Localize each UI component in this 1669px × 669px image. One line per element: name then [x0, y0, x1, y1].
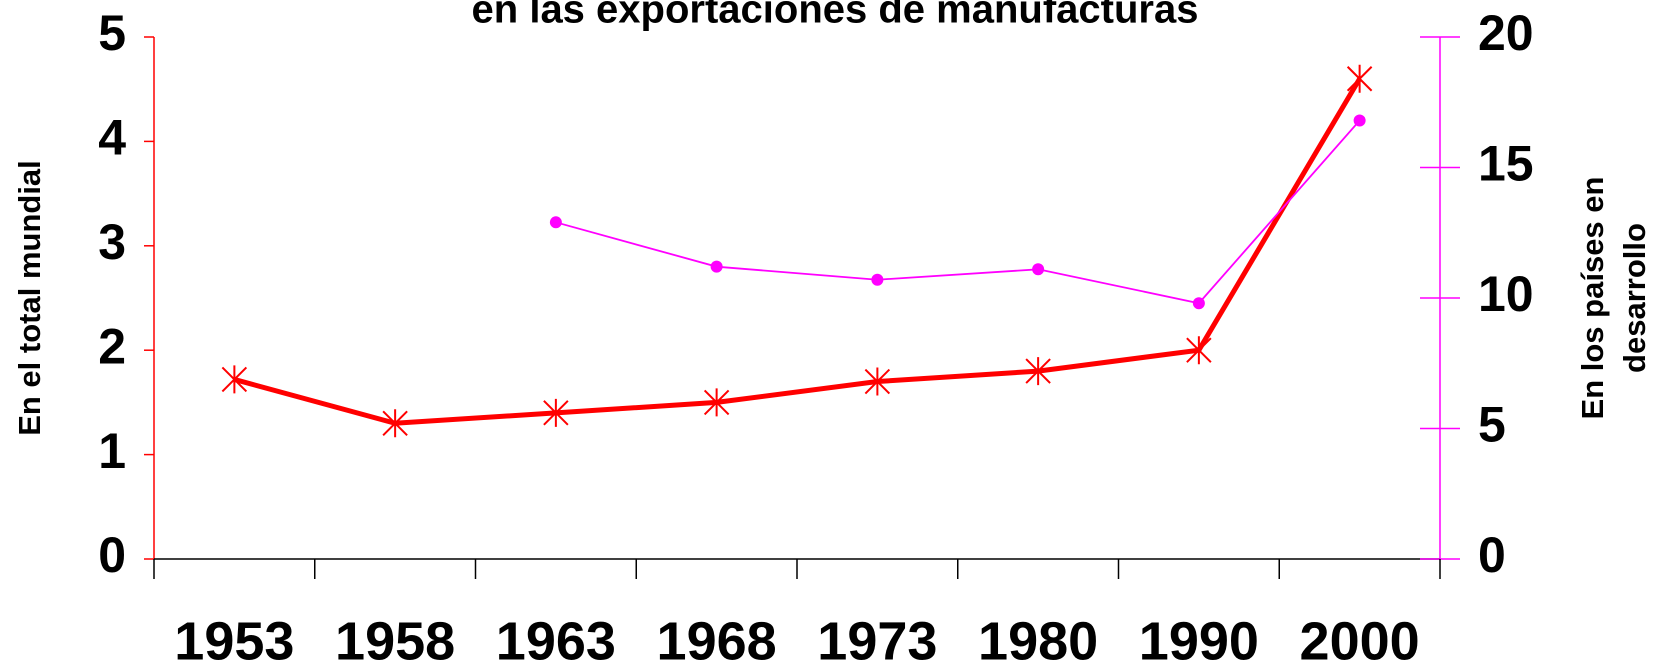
y-tick-label: 1 — [98, 423, 126, 479]
series-line — [555, 119, 1361, 305]
marker — [1192, 297, 1205, 310]
y2-axis-title: En los países en — [1575, 177, 1610, 420]
marker — [703, 388, 730, 417]
y-axis-title: En el total mundial — [12, 160, 47, 436]
y-tick-label: 5 — [98, 5, 126, 61]
y-tick-label: 2 — [98, 318, 126, 374]
y-tick-label: 4 — [98, 110, 126, 166]
marker — [543, 398, 569, 427]
marker — [864, 367, 891, 396]
x-tick-label: 2000 — [1300, 611, 1420, 669]
marker — [1025, 357, 1051, 386]
x-tick-label: 1963 — [496, 611, 616, 669]
marker — [1346, 64, 1373, 93]
y2-tick-label: 15 — [1478, 136, 1534, 192]
y2-tick-label: 5 — [1478, 397, 1506, 453]
marker — [221, 365, 248, 394]
y2-tick-label: 20 — [1478, 5, 1534, 61]
x-tick-label: 1973 — [817, 611, 937, 669]
x-tick-label: 1990 — [1139, 611, 1259, 669]
marker — [1353, 114, 1366, 127]
y2-axis-title: desarrollo — [1617, 223, 1652, 373]
chart-title: en las exportaciones de manufacturas — [472, 0, 1199, 32]
y-tick-label: 3 — [98, 214, 126, 270]
marker — [871, 273, 884, 286]
x-tick-label: 1980 — [978, 611, 1098, 669]
x-tick-label: 1968 — [657, 611, 777, 669]
y2-tick-label: 0 — [1478, 527, 1506, 583]
marker — [382, 409, 408, 438]
x-tick-label: 1958 — [335, 611, 455, 669]
marker — [1186, 336, 1212, 365]
marker — [549, 216, 562, 229]
y2-tick-label: 10 — [1478, 266, 1534, 322]
y-tick-label: 0 — [98, 527, 126, 583]
marker — [710, 260, 723, 273]
x-tick-label: 1953 — [174, 611, 294, 669]
series-line — [233, 77, 1362, 426]
marker — [1032, 263, 1045, 276]
